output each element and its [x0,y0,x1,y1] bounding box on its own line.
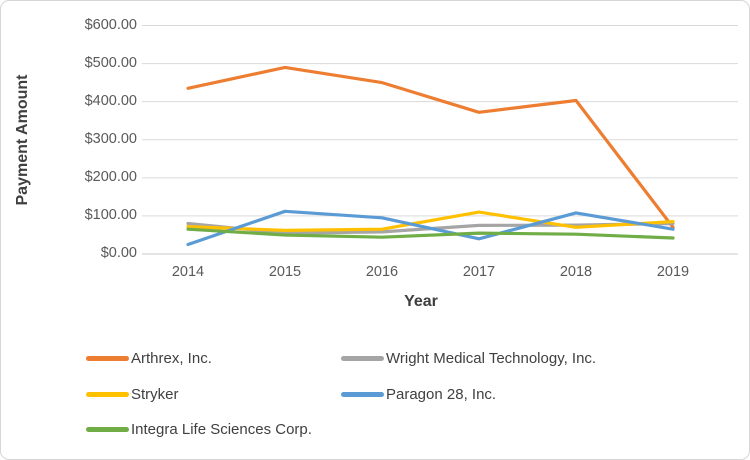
legend-label: Stryker [131,385,179,403]
y-axis-title-text: Payment Amount [14,74,31,206]
legend-swatch [341,355,384,361]
legend-item-arthrex-inc: Arthrex, Inc. [86,347,212,369]
legend-swatch [86,426,129,432]
x-axis-title: Year [404,293,438,310]
x-tick-label: 2016 [365,264,399,280]
x-tick-label: 2018 [559,264,593,280]
y-tick-label: $500.00 [84,54,137,71]
y-tick-label: $0.00 [100,245,137,261]
y-tick-label: $300.00 [84,130,137,147]
legend-item-integra-life-sciences-corp: Integra Life Sciences Corp. [86,418,312,440]
y-tick-label: $400.00 [84,92,137,109]
series-line-paragon-28-inc [186,209,675,247]
series-line-integra-life-sciences-corp [186,227,675,240]
legend-label: Integra Life Sciences Corp. [131,420,312,438]
legend-swatch [86,355,129,361]
y-tick-label: $200.00 [84,168,137,185]
x-tick-label: 2015 [268,264,302,280]
series-line-arthrex-inc [186,65,675,229]
x-tick-label: 2017 [462,264,496,280]
legend-label: Wright Medical Technology, Inc. [386,349,597,367]
legend-swatch [341,391,384,397]
series-line-stryker [186,210,675,232]
y-tick-label: $100.00 [84,206,137,223]
x-tick-label: 2014 [171,264,205,280]
x-tick-label: 2019 [656,264,690,280]
legend-label: Paragon 28, Inc. [386,385,497,403]
legend-item-paragon-28-inc: Paragon 28, Inc. [341,383,496,405]
series-lines [186,65,675,247]
legend-item-wright-medical-technology-inc: Wright Medical Technology, Inc. [341,347,596,369]
y-tick-label: $600.00 [84,16,137,33]
legend-swatch [86,391,129,397]
legend-item-stryker: Stryker [86,383,179,405]
legend-label: Arthrex, Inc. [131,349,212,367]
